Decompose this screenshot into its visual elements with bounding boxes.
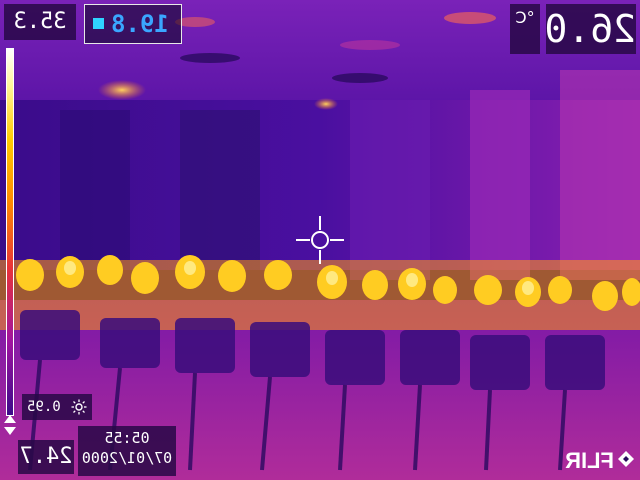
time-text: 05:55	[104, 429, 150, 447]
spot-temperature-value: 19.8	[111, 10, 169, 38]
emissivity-value: 0.95	[26, 399, 61, 415]
color-scale-bar	[6, 48, 14, 416]
temperature-unit: °C	[510, 4, 540, 54]
brand-text: FLIR	[565, 448, 614, 473]
emissivity-indicator: 0.95	[22, 394, 92, 420]
spot-marker-square-icon	[93, 18, 104, 29]
timestamp-box: 05:55 07/01/2000	[78, 426, 176, 476]
flir-logo: FLIR	[565, 448, 634, 473]
up-down-arrows-icon[interactable]	[2, 414, 18, 436]
date-text: 07/01/2000	[81, 449, 173, 467]
sun-icon	[71, 399, 87, 415]
scale-max-temperature: 35.3	[4, 4, 76, 40]
center-temperature-value: 26.0	[544, 4, 636, 54]
scale-min-temperature: 24.7	[18, 440, 74, 474]
spot-meter-box: 19.8	[84, 4, 182, 44]
crosshair-icon	[296, 216, 344, 264]
